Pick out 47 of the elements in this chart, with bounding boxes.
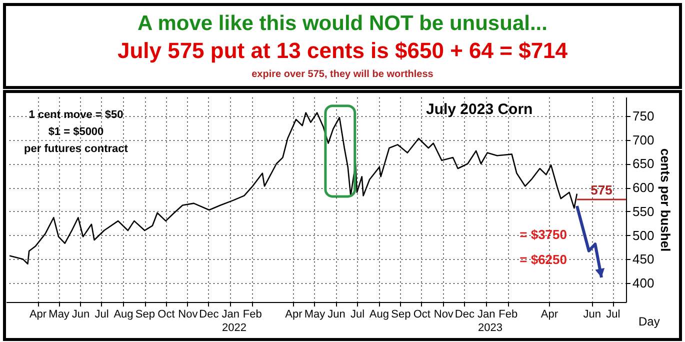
y-tick-label: 750 bbox=[632, 108, 654, 124]
x-tick-label: Dec bbox=[199, 308, 220, 320]
x-tick-label: Sep bbox=[135, 308, 155, 320]
x-tick-label: Apr bbox=[540, 308, 558, 320]
x-tick-label: Aug bbox=[114, 308, 134, 320]
text: 2022 bbox=[222, 322, 246, 334]
x-tick-label: Oct bbox=[158, 308, 175, 320]
x-tick-label: Dec bbox=[454, 308, 475, 320]
y-tick-label: 400 bbox=[632, 275, 654, 290]
y-tick-label: 650 bbox=[632, 156, 654, 172]
annotation: per futures contract bbox=[24, 143, 128, 155]
x-tick-label: Jun bbox=[328, 308, 346, 320]
x-tick-label: Oct bbox=[413, 308, 430, 320]
chart-subtitle: July 575 put at 13 cents is $650 + 64 = $714 bbox=[116, 38, 569, 64]
y-tick-label: 450 bbox=[632, 252, 654, 267]
x-tick-label: Feb bbox=[498, 308, 518, 320]
x-tick-label: Jul bbox=[350, 308, 365, 320]
annotation: July 2023 Corn bbox=[426, 101, 533, 118]
y-tick-label: 550 bbox=[632, 204, 654, 219]
x-tick-label: Jan bbox=[222, 308, 240, 320]
x-tick-label: Nov bbox=[178, 308, 198, 320]
annotation: = $6250 bbox=[520, 252, 567, 267]
x-tick-label: Aug bbox=[369, 308, 389, 320]
x-tick-label: Jan bbox=[478, 308, 496, 320]
y-tick-label: 500 bbox=[632, 228, 654, 243]
annotation: = $3750 bbox=[520, 227, 567, 242]
chart-title: A move like this would NOT be unusual... bbox=[136, 12, 548, 36]
x-tick-label: Jul bbox=[606, 308, 620, 320]
y-tick-label: 600 bbox=[632, 180, 654, 196]
x-tick-label: Nov bbox=[434, 308, 454, 320]
y-axis-title: cents per bushel bbox=[658, 148, 674, 252]
x-tick-label: Sep bbox=[391, 308, 411, 320]
x-tick-label: Feb bbox=[242, 308, 262, 320]
x-tick-label: May bbox=[304, 308, 326, 320]
x-tick-label: May bbox=[48, 308, 70, 320]
annotation: 1 cent move = $50 bbox=[28, 109, 124, 121]
x-tick-label: Jun bbox=[72, 308, 90, 320]
x-tick-label: Jul bbox=[94, 308, 109, 320]
ref-line-label: 575 bbox=[590, 182, 612, 198]
x-tick-label: Apr bbox=[29, 308, 47, 320]
x-axis-title: Day bbox=[638, 314, 660, 328]
text: 2023 bbox=[478, 322, 502, 334]
text: expire over 575, they will be worthless bbox=[250, 69, 434, 80]
y-tick-label: 700 bbox=[632, 132, 654, 148]
x-tick-label: Jun bbox=[583, 308, 602, 320]
x-tick-label: Apr bbox=[285, 308, 303, 320]
annotation: $1 = $5000 bbox=[48, 126, 104, 138]
